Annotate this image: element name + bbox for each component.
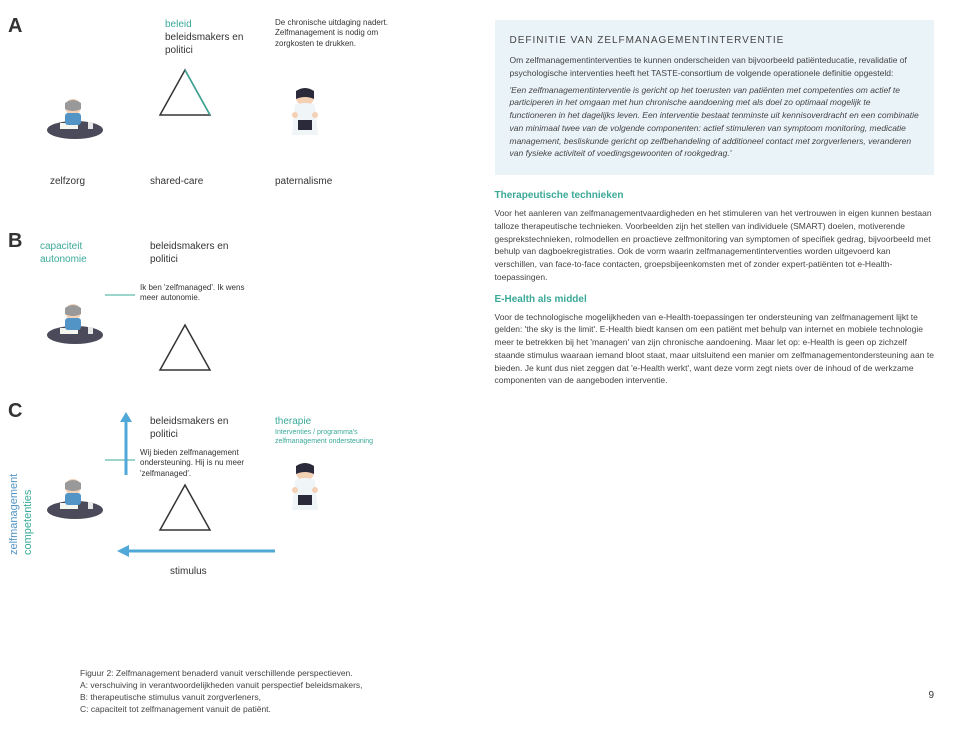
label-therapie-sub: Interventies / programma's zelfmanagemen… (275, 428, 395, 446)
label-shared: shared-care (150, 175, 203, 188)
arrow-up (120, 410, 132, 475)
label-beleid: beleid (165, 18, 245, 31)
label-makers-c: beleidsmakers en politici (150, 415, 230, 441)
cap-l2: A: verschuiving in verantwoordelijkheden… (80, 680, 363, 692)
nurse-icon-a (280, 85, 330, 145)
cap-l4: C: capaciteit tot zelfmanagement vanuit … (80, 704, 363, 716)
section-ehealth: E-Health als middel Voor de technologisc… (495, 294, 935, 388)
a-chronic: De chronische uitdaging nadert. Zelfmana… (275, 18, 395, 49)
triangle-a (155, 65, 215, 120)
definition-box: DEFINITIE VAN ZELFMANAGEMENTINTERVENTIE … (495, 20, 935, 175)
label-makers-a: beleidsmakers en politici (165, 31, 245, 57)
cap-l3: B: therapeutische stimulus vanuit zorgve… (80, 692, 363, 704)
label-makers-b: beleidsmakers en politici (150, 240, 230, 266)
page-number: 9 (928, 690, 934, 701)
box-body2: 'Een zelfmanagementinterventie is gerich… (510, 84, 920, 161)
a-top-labels: beleid beleidsmakers en politici (165, 18, 245, 57)
figure-caption: Figuur 2: Zelfmanagement benaderd vanuit… (80, 668, 363, 716)
speech-line-1 (105, 290, 135, 300)
speech-1: Ik ben 'zelfmanaged'. Ik wens meer auton… (140, 283, 260, 304)
arrow-left (115, 545, 275, 557)
label-c: C (8, 400, 22, 423)
desk-icon-c1 (45, 300, 105, 345)
desk-icon-a (45, 95, 105, 140)
triangle-c1 (155, 320, 215, 375)
eh-title: E-Health als middel (495, 294, 935, 305)
desk-icon-c2 (45, 475, 105, 520)
label-therapie: therapie (275, 415, 311, 428)
triangle-c2 (155, 480, 215, 535)
eh-body: Voor de technologische mogelijkheden van… (495, 311, 935, 388)
speech-2: Wij bieden zelfmanagement ondersteuning.… (140, 448, 270, 479)
label-patern: paternalisme (275, 175, 332, 188)
label-cap: capaciteit autonomie (40, 240, 110, 266)
box-body1: Om zelfmanagementinterventies te kunnen … (510, 54, 920, 80)
cap-l1: Figuur 2: Zelfmanagement benaderd vanuit… (80, 668, 363, 680)
tech-title: Therapeutische technieken (495, 190, 935, 201)
nurse-icon-c (280, 460, 330, 520)
label-zelfzorg: zelfzorg (50, 175, 85, 188)
tech-body: Voor het aanleren van zelfmanagementvaar… (495, 207, 935, 284)
vert-competenties: competenties (22, 490, 34, 555)
section-tech: Therapeutische technieken Voor het aanle… (495, 190, 935, 284)
label-b: B (8, 230, 22, 253)
label-a: A (8, 15, 22, 38)
box-title: DEFINITIE VAN ZELFMANAGEMENTINTERVENTIE (510, 35, 920, 46)
label-stimulus: stimulus (170, 565, 207, 578)
vert-zelfmanagement: zelfmanagement (8, 474, 20, 555)
